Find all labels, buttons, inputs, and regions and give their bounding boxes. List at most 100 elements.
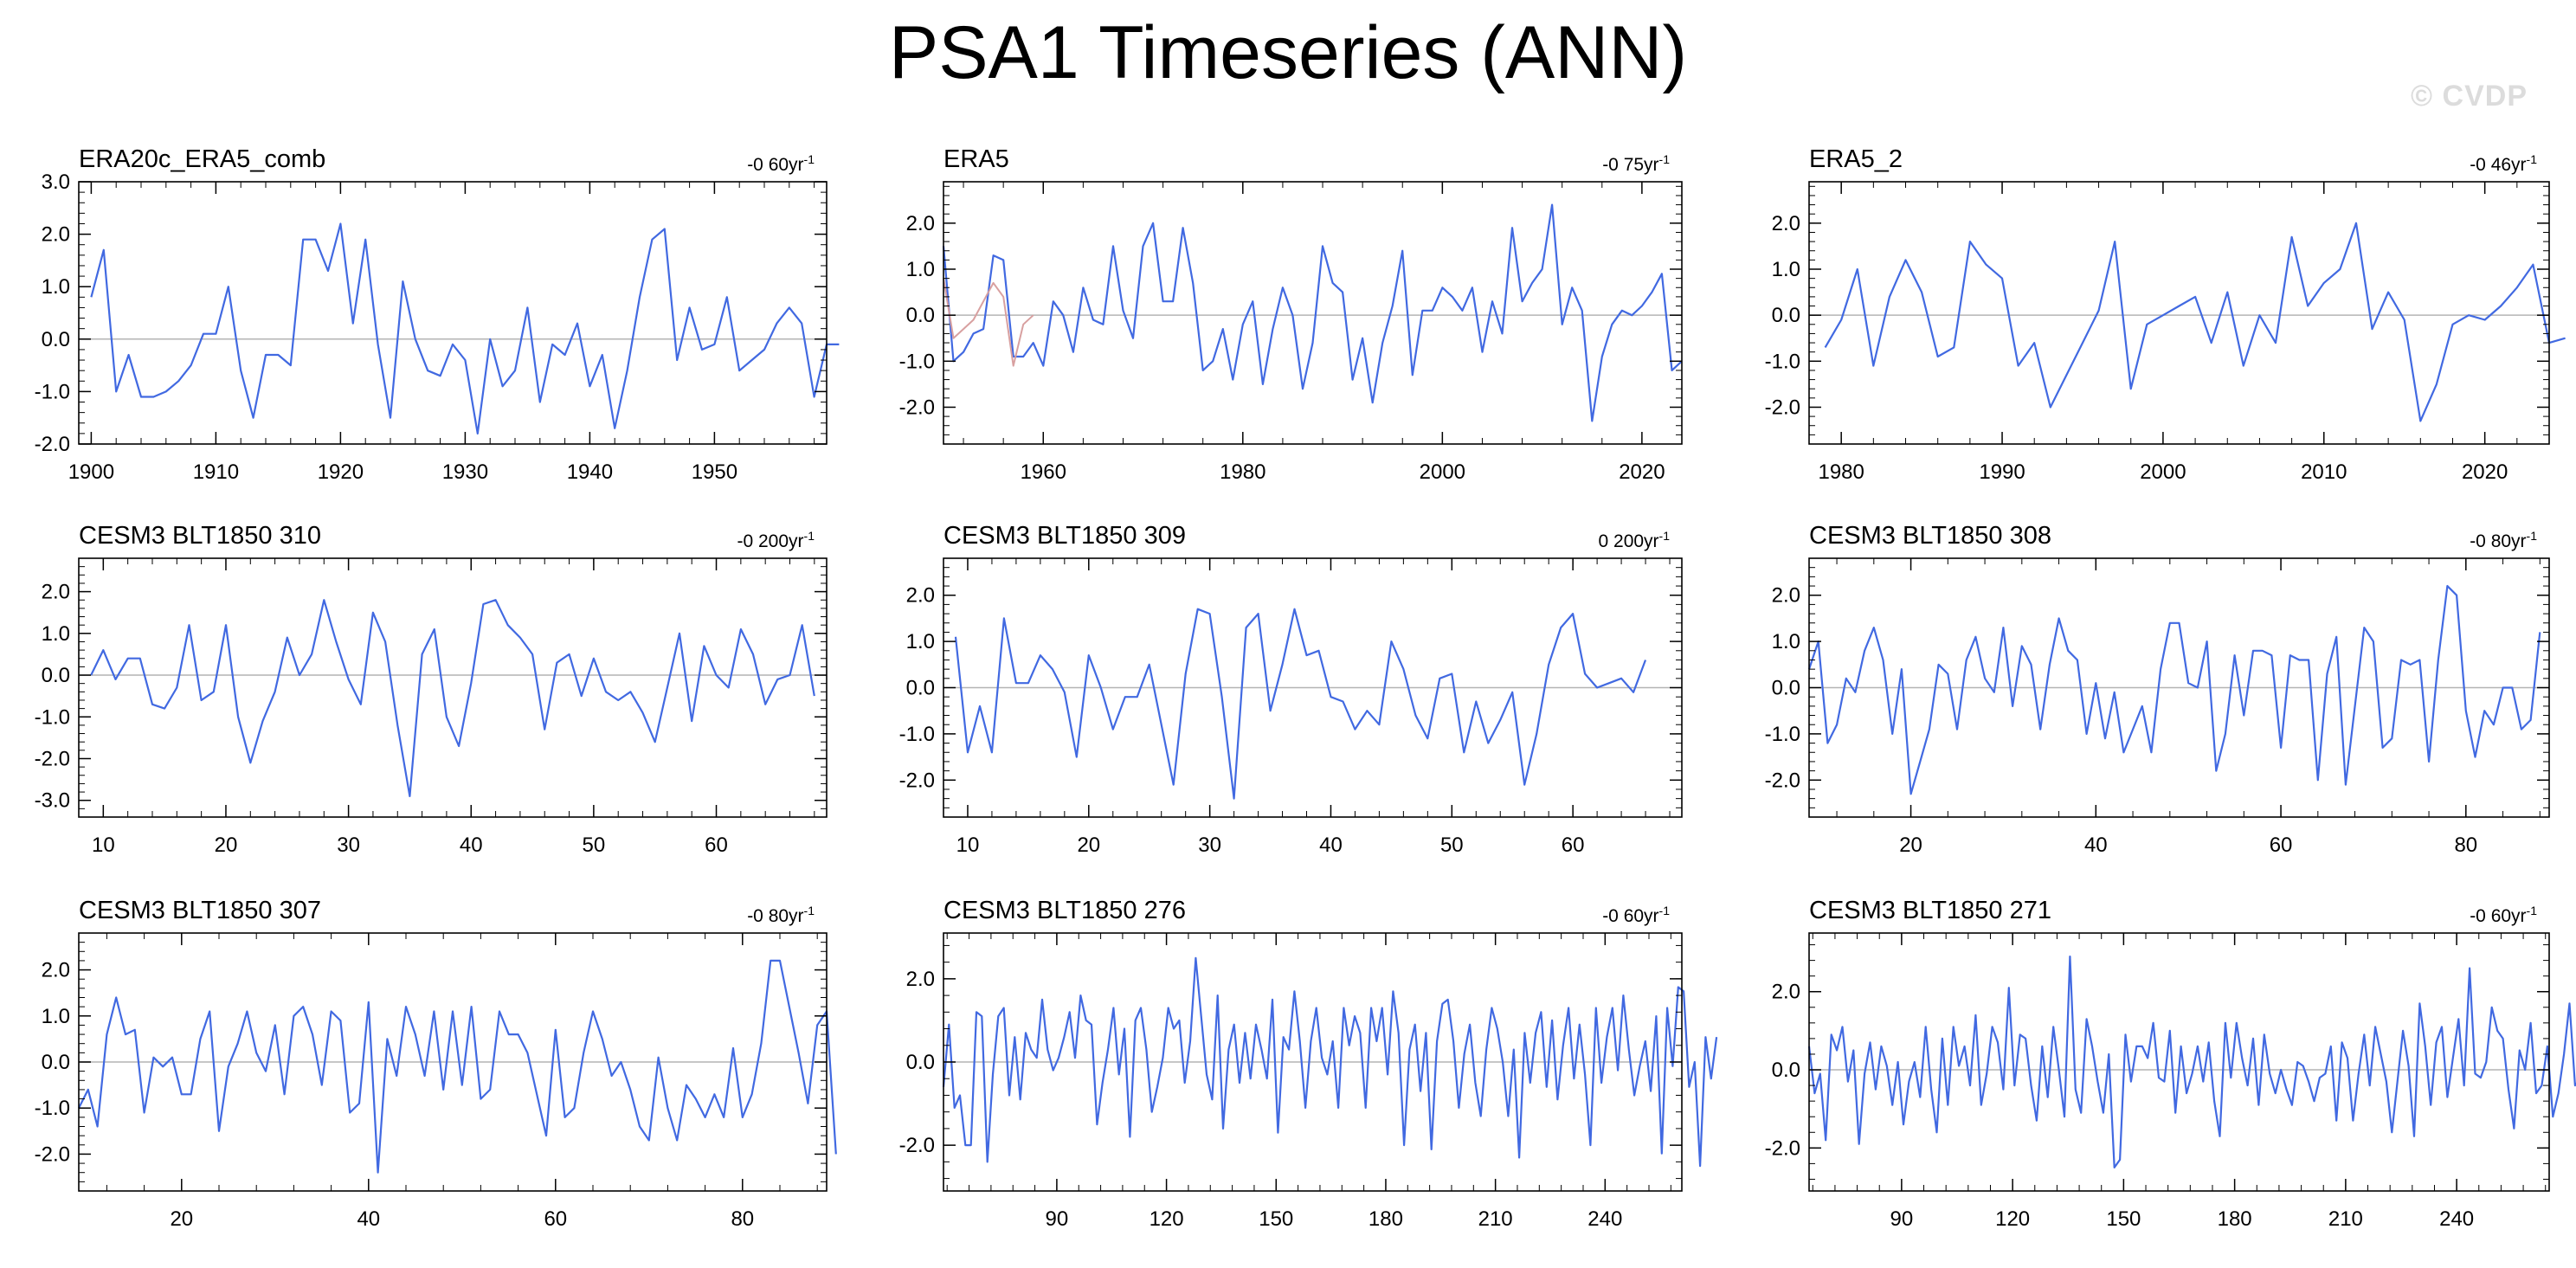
x-tick-label: 1950 <box>692 460 737 484</box>
x-tick-label: 90 <box>1890 1207 1914 1231</box>
panel-trend-label: -0 80yr-1 <box>747 904 815 927</box>
y-tick-label: 0.0 <box>42 328 70 351</box>
x-tick-label: 2000 <box>2140 460 2186 484</box>
y-tick-label: 0.0 <box>1772 677 1800 700</box>
panel-title: CESM3 BLT1850 308 <box>1809 522 2051 550</box>
x-tick-label: 1960 <box>1021 460 1066 484</box>
panel-title: CESM3 BLT1850 309 <box>943 522 1186 550</box>
panel-title: ERA20c_ERA5_comb <box>79 145 326 173</box>
y-tick-label: -2.0 <box>35 747 70 770</box>
x-tick-label: 210 <box>2328 1207 2363 1231</box>
panel-trend-label: -0 60yr-1 <box>1602 904 1670 927</box>
x-tick-label: 90 <box>1046 1207 1069 1231</box>
plot-frame <box>943 181 1683 445</box>
x-tick-label: 1900 <box>68 460 114 484</box>
panel-title: CESM3 BLT1850 307 <box>79 897 321 924</box>
y-tick-label: 2.0 <box>42 581 70 604</box>
x-tick-label: 2000 <box>1420 460 1465 484</box>
y-tick-label: 2.0 <box>1772 212 1800 235</box>
x-tick-label: 50 <box>1440 834 1464 857</box>
y-tick-label: -2.0 <box>899 769 935 792</box>
x-tick-label: 30 <box>1198 834 1221 857</box>
x-tick-label: 1930 <box>442 460 488 484</box>
trend-value: -0 75yr <box>1602 155 1659 175</box>
series-line <box>942 956 1718 1168</box>
panel-trend-label: -0 60yr-1 <box>2470 904 2537 927</box>
trend-exponent: -1 <box>1658 152 1670 166</box>
x-tick-label: 50 <box>583 834 606 857</box>
y-tick-label: -2.0 <box>1765 1136 1800 1160</box>
trend-value: -0 60yr <box>2470 906 2527 926</box>
x-tick-label: 80 <box>2454 834 2477 857</box>
y-tick-label: 2.0 <box>42 223 70 247</box>
x-tick-label: 40 <box>2084 834 2108 857</box>
figure-title: PSA1 Timeseries (ANN) <box>888 11 1688 94</box>
y-tick-label: 2.0 <box>42 959 70 982</box>
panel-trend-label: -0 60yr-1 <box>747 152 815 176</box>
trend-exponent: -1 <box>803 529 815 543</box>
x-tick-label: 1980 <box>1818 460 1864 484</box>
trend-value: -0 60yr <box>1602 906 1659 926</box>
y-tick-label: -1.0 <box>35 705 70 729</box>
x-tick-label: 150 <box>2106 1207 2141 1231</box>
x-tick-label: 180 <box>1368 1207 1403 1231</box>
x-tick-label: 20 <box>215 834 238 857</box>
x-tick-label: 60 <box>544 1207 567 1231</box>
y-tick-label: -2.0 <box>899 396 935 419</box>
y-tick-label: -1.0 <box>1765 723 1800 746</box>
trend-exponent: -1 <box>803 152 815 166</box>
cvdp-watermark: © CVDP <box>2411 80 2528 113</box>
series-line <box>78 959 837 1174</box>
y-tick-label: -1.0 <box>35 1097 70 1120</box>
x-tick-label: 150 <box>1259 1207 1293 1231</box>
x-tick-label: 20 <box>170 1207 193 1231</box>
y-tick-label: 1.0 <box>42 1005 70 1028</box>
trend-exponent: -1 <box>2526 152 2537 166</box>
trend-exponent: -1 <box>2526 904 2537 917</box>
x-tick-label: 60 <box>705 834 728 857</box>
x-tick-label: 1940 <box>567 460 613 484</box>
x-tick-label: 10 <box>956 834 980 857</box>
series-line <box>90 222 840 434</box>
panel-title: CESM3 BLT1850 271 <box>1809 897 2051 924</box>
trend-exponent: -1 <box>803 904 815 917</box>
x-tick-label: 240 <box>2439 1207 2474 1231</box>
y-tick-label: 0.0 <box>42 1051 70 1074</box>
panel-trend-label: -0 46yr-1 <box>2470 152 2537 176</box>
x-tick-label: 80 <box>731 1207 754 1231</box>
x-tick-label: 60 <box>2270 834 2293 857</box>
plot-frame <box>1808 932 2550 1192</box>
y-tick-label: 0.0 <box>906 304 935 327</box>
panel-trend-label: -0 75yr-1 <box>1602 152 1670 176</box>
panel-title: CESM3 BLT1850 310 <box>79 522 321 550</box>
trend-value: -0 80yr <box>747 906 804 926</box>
x-tick-label: 180 <box>2218 1207 2252 1231</box>
x-tick-label: 120 <box>1995 1207 2030 1231</box>
x-tick-label: 30 <box>337 834 360 857</box>
x-tick-label: 1990 <box>1979 460 2025 484</box>
y-tick-label: -2.0 <box>35 1142 70 1166</box>
y-tick-label: -1.0 <box>899 350 935 373</box>
y-tick-label: 1.0 <box>906 258 935 281</box>
y-tick-label: 1.0 <box>906 630 935 653</box>
trend-value: -0 46yr <box>2470 155 2527 175</box>
x-tick-label: 1920 <box>318 460 364 484</box>
y-tick-label: 0.0 <box>906 1051 935 1074</box>
panel-title: ERA5 <box>943 145 1009 173</box>
panel-title: ERA5_2 <box>1809 145 1903 173</box>
trend-exponent: -1 <box>1658 529 1670 543</box>
y-tick-label: -3.0 <box>35 789 70 813</box>
y-tick-label: 2.0 <box>906 212 935 235</box>
plot-frame <box>78 181 828 445</box>
x-tick-label: 210 <box>1478 1207 1513 1231</box>
x-tick-label: 20 <box>1899 834 1922 857</box>
x-tick-label: 40 <box>1319 834 1343 857</box>
y-tick-label: -1.0 <box>1765 350 1800 373</box>
